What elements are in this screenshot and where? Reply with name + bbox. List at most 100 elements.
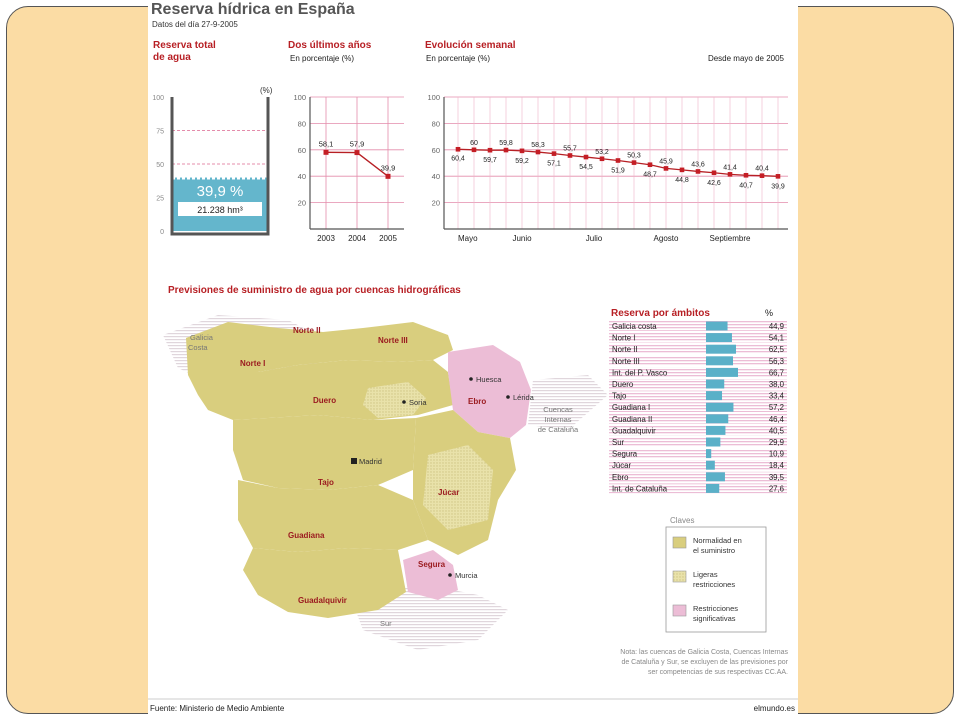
map-city-label: Murcia xyxy=(455,571,478,580)
reserve-by-area-chart: Reserva por ámbitos % Galicia costa 44,9 N… xyxy=(609,308,787,493)
weekly-data-label: 53,2 xyxy=(595,149,609,156)
weekly-point xyxy=(535,149,541,155)
weekly-point xyxy=(599,156,605,162)
gauge-title-line-1: Reserva total xyxy=(153,40,216,51)
bars-row-background xyxy=(609,460,787,470)
bars-bar xyxy=(706,437,721,447)
map-basin-label: Júcar xyxy=(438,488,459,497)
bars-value-label: 18,4 xyxy=(769,461,785,470)
bars-bar xyxy=(706,483,720,493)
two-years-data-label: 57,9 xyxy=(350,140,365,149)
bars-bar xyxy=(706,414,729,424)
weekly-data-label: 41,4 xyxy=(723,164,737,171)
bars-row-background xyxy=(609,402,787,412)
weekly-y-tick: 40 xyxy=(432,172,440,181)
weekly-data-label: 60 xyxy=(470,140,478,147)
weekly-point xyxy=(775,174,781,179)
map-basin-label: Guadiana xyxy=(288,531,325,540)
weekly-data-label: 59,2 xyxy=(515,158,529,165)
bars-value-label: 38,0 xyxy=(769,380,785,389)
gauge-tick-label: 100 xyxy=(152,95,164,102)
two-years-y-tick: 60 xyxy=(298,146,306,155)
map-ebro-area xyxy=(448,345,531,438)
map-guadalquivir-area xyxy=(243,548,406,618)
two-years-point xyxy=(323,149,329,155)
map-area-label: Cuencas xyxy=(543,405,573,414)
bars-row-background xyxy=(609,321,787,331)
map-guadiana-area xyxy=(238,480,428,552)
bars-bar xyxy=(706,472,725,482)
weekly-data-label: 55,7 xyxy=(563,145,577,152)
bars-category-label: Galicia costa xyxy=(612,322,657,331)
legend-label: significativas xyxy=(693,614,736,623)
gauge-value-label: 39,9 % xyxy=(197,183,244,200)
map-city-label: Madrid xyxy=(359,457,382,466)
infographic: Reserva hídrica en España Datos del día … xyxy=(148,0,798,720)
bars-category-label: Júcar xyxy=(612,461,631,470)
map-city-marker xyxy=(506,395,510,399)
weekly-point xyxy=(647,162,653,168)
two-years-y-tick: 80 xyxy=(298,119,306,128)
map-north-area xyxy=(186,322,453,380)
bars-category-label: Int. de Cataluña xyxy=(612,484,668,493)
map-jucar-light-area xyxy=(423,445,493,530)
bars-row-background xyxy=(609,344,787,354)
map-basin-label: Norte I xyxy=(240,359,265,368)
weekly-y-tick: 80 xyxy=(432,119,440,128)
bars-category-label: Ebro xyxy=(612,473,629,482)
bars-category-label: Segura xyxy=(612,450,638,459)
weekly-point xyxy=(583,154,589,160)
bars-category-label: Int. del P. Vasco xyxy=(612,368,668,377)
weekly-data-label: 40,7 xyxy=(739,182,753,189)
legend-swatch xyxy=(672,604,687,617)
bars-value-label: 33,4 xyxy=(769,392,785,401)
bars-bar xyxy=(706,321,728,331)
note-line: de Cataluña y Sur, se excluyen de las pr… xyxy=(621,659,788,666)
map-basin-label: Segura xyxy=(418,560,446,569)
bars-row-background xyxy=(609,332,787,343)
two-years-subtitle: En porcentaje (%) xyxy=(290,54,354,63)
two-years-data-label: 58,1 xyxy=(319,139,334,148)
weekly-point xyxy=(663,166,669,171)
bars-bar xyxy=(706,449,712,459)
gauge-tick-label: 75 xyxy=(156,129,164,136)
bars-bar xyxy=(706,333,732,343)
bars-bar xyxy=(706,344,736,354)
weekly-data-label: 50,3 xyxy=(627,153,641,160)
bars-value-label: 44,9 xyxy=(769,322,784,331)
weekly-point xyxy=(631,160,637,165)
bars-row-background xyxy=(609,355,787,366)
map-city-marker xyxy=(402,400,406,404)
weekly-month-label: Septiembre xyxy=(710,234,751,243)
weekly-y-tick: 100 xyxy=(427,93,440,102)
bars-category-label: Tajo xyxy=(612,392,627,401)
two-years-title: Dos últimos años xyxy=(288,40,372,51)
weekly-note: Desde mayo de 2005 xyxy=(708,54,785,63)
map-title: Previsiones de suministro de agua por cu… xyxy=(168,285,461,296)
bars-row-background xyxy=(609,390,787,401)
gauge-tick-label: 50 xyxy=(156,162,164,169)
bars-category-label: Duero xyxy=(612,380,634,389)
note-line: ser competencias de sus respectivas CC.A… xyxy=(648,669,788,676)
weekly-point xyxy=(759,173,765,178)
bars-value-label: 62,5 xyxy=(769,345,785,354)
map-cataluna-area xyxy=(528,375,608,430)
legend-label: el suministro xyxy=(693,546,735,555)
bars-value-label: 54,1 xyxy=(769,334,784,343)
weekly-point xyxy=(743,172,749,178)
map-tajo-area xyxy=(233,415,416,490)
bars-row-background xyxy=(609,437,787,447)
weekly-data-label: 43,6 xyxy=(691,161,705,168)
legend-label: restricciones xyxy=(693,580,735,589)
weekly-y-tick: 20 xyxy=(432,199,440,208)
map-area-label: Sur xyxy=(380,619,392,628)
weekly-subtitle: En porcentaje (%) xyxy=(426,54,490,63)
bars-bar xyxy=(706,367,738,377)
two-years-data-label: 39,9 xyxy=(381,163,396,172)
weekly-data-label: 40,4 xyxy=(755,166,769,173)
legend-label: Ligeras xyxy=(693,570,718,579)
weekly-data-label: 59,7 xyxy=(483,157,497,164)
map-area-label: Galicia xyxy=(190,333,214,342)
bars-value-label: 57,2 xyxy=(769,403,784,412)
gauge-tank-outline xyxy=(170,97,270,236)
